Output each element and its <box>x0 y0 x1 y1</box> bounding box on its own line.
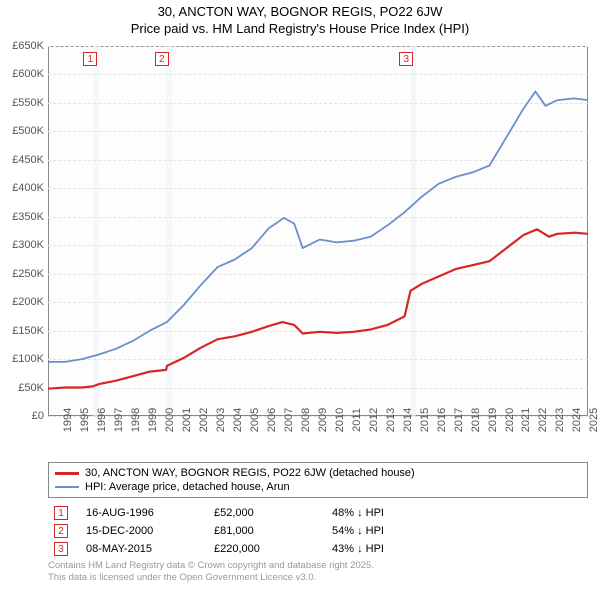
footer-line-2: This data is licensed under the Open Gov… <box>48 572 588 584</box>
x-axis-label: 2025 <box>574 408 600 432</box>
y-axis-label: £150K <box>12 325 44 337</box>
legend-swatch <box>55 486 79 488</box>
footer-line-1: Contains HM Land Registry data © Crown c… <box>48 560 588 572</box>
transaction-date: 16-AUG-1996 <box>86 507 196 519</box>
y-axis-label: £500K <box>12 125 44 137</box>
y-axis-label: £550K <box>12 97 44 109</box>
transaction-delta: 48% ↓ HPI <box>332 507 452 519</box>
y-axis-label: £250K <box>12 268 44 280</box>
y-axis-label: £0 <box>32 410 44 422</box>
legend-label: 30, ANCTON WAY, BOGNOR REGIS, PO22 6JW (… <box>85 467 415 479</box>
transaction-row: 2 15-DEC-2000 £81,000 54% ↓ HPI <box>48 522 588 540</box>
legend-item: HPI: Average price, detached house, Arun <box>55 480 581 494</box>
chart-lines <box>48 46 588 416</box>
y-axis-label: £400K <box>12 182 44 194</box>
series-price_paid <box>48 229 588 388</box>
legend-label: HPI: Average price, detached house, Arun <box>85 481 290 493</box>
event-marker: 3 <box>399 52 413 66</box>
y-axis-label: £600K <box>12 68 44 80</box>
legend: 30, ANCTON WAY, BOGNOR REGIS, PO22 6JW (… <box>48 462 588 498</box>
y-axis-label: £50K <box>18 382 44 394</box>
transaction-date: 08-MAY-2015 <box>86 543 196 555</box>
event-marker: 1 <box>83 52 97 66</box>
y-axis-label: £350K <box>12 211 44 223</box>
y-axis-label: £200K <box>12 296 44 308</box>
transaction-marker: 1 <box>54 506 68 520</box>
transaction-delta: 54% ↓ HPI <box>332 525 452 537</box>
transaction-price: £81,000 <box>214 525 314 537</box>
transaction-delta: 43% ↓ HPI <box>332 543 452 555</box>
legend-item: 30, ANCTON WAY, BOGNOR REGIS, PO22 6JW (… <box>55 466 581 480</box>
transaction-marker: 2 <box>54 524 68 538</box>
event-marker: 2 <box>155 52 169 66</box>
y-axis-label: £300K <box>12 239 44 251</box>
title-line-1: 30, ANCTON WAY, BOGNOR REGIS, PO22 6JW <box>0 4 600 21</box>
transactions-table: 1 16-AUG-1996 £52,000 48% ↓ HPI 2 15-DEC-2000… <box>48 504 588 558</box>
series-hpi <box>48 92 588 362</box>
transaction-date: 15-DEC-2000 <box>86 525 196 537</box>
y-axis-label: £450K <box>12 154 44 166</box>
transaction-price: £220,000 <box>214 543 314 555</box>
chart-title-block: 30, ANCTON WAY, BOGNOR REGIS, PO22 6JW P… <box>0 0 600 38</box>
legend-swatch <box>55 472 79 475</box>
y-axis-label: £100K <box>12 353 44 365</box>
chart-area: 123 £0£50K£100K£150K£200K£250K£300K£350K… <box>48 46 588 416</box>
y-axis-label: £650K <box>12 40 44 52</box>
transaction-row: 3 08-MAY-2015 £220,000 43% ↓ HPI <box>48 540 588 558</box>
footer-attribution: Contains HM Land Registry data © Crown c… <box>48 560 588 584</box>
title-line-2: Price paid vs. HM Land Registry's House … <box>0 21 600 38</box>
transaction-price: £52,000 <box>214 507 314 519</box>
transaction-row: 1 16-AUG-1996 £52,000 48% ↓ HPI <box>48 504 588 522</box>
transaction-marker: 3 <box>54 542 68 556</box>
